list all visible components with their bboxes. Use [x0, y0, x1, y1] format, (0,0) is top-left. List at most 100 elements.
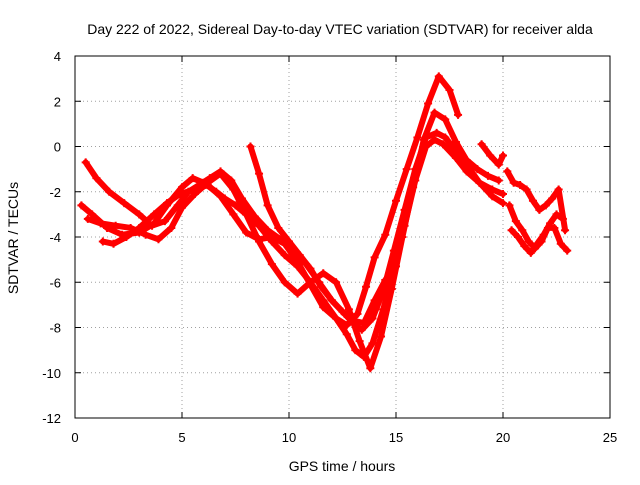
series-sat-track-6: [477, 140, 507, 169]
data-point-marker: [280, 278, 289, 287]
data-point-marker: [362, 282, 371, 291]
data-point-marker: [503, 167, 512, 176]
x-tick-label: 5: [178, 430, 185, 445]
data-point-marker: [398, 233, 407, 241]
data-point-marker: [306, 264, 315, 273]
data-point-marker: [148, 221, 157, 230]
data-point-marker: [381, 275, 390, 284]
data-point-marker: [141, 230, 150, 239]
y-tick-label: -4: [49, 230, 61, 245]
data-point-marker: [505, 201, 514, 210]
data-point-marker: [250, 212, 259, 221]
data-point-marker: [96, 219, 105, 228]
data-point-marker: [477, 140, 486, 149]
data-point-marker: [499, 199, 507, 208]
data-point-marker: [494, 176, 503, 185]
data-point-marker: [342, 330, 351, 339]
data-point-marker: [511, 217, 520, 226]
data-point-marker: [306, 280, 315, 289]
data-point-marker: [357, 325, 366, 334]
series-band: [84, 109, 502, 372]
data-point-marker: [135, 223, 144, 232]
series-band: [82, 129, 506, 333]
data-point-marker: [424, 99, 433, 108]
data-point-marker: [190, 185, 199, 194]
data-point-marker: [175, 190, 184, 199]
data-point-marker: [263, 201, 272, 210]
y-tick-label: -12: [42, 411, 61, 426]
data-point-marker: [83, 214, 92, 223]
data-point-marker: [499, 190, 507, 199]
data-point-marker: [349, 316, 358, 325]
series-sat-track-8: [503, 167, 570, 235]
data-point-marker: [454, 110, 463, 119]
y-axis-title: SDTVAR / TECUs: [5, 182, 21, 294]
data-point-marker: [488, 192, 497, 201]
data-point-marker: [533, 239, 542, 248]
data-point-marker: [242, 228, 251, 237]
y-tick-label: 2: [54, 94, 61, 109]
data-point-marker: [475, 178, 484, 187]
data-point-marker: [370, 296, 379, 305]
y-tick-label: -10: [42, 366, 61, 381]
data-point-marker: [267, 233, 276, 241]
data-point-marker: [462, 156, 471, 165]
data-point-marker: [188, 174, 197, 183]
data-point-marker: [509, 178, 518, 187]
series-band: [504, 168, 569, 234]
data-point-marker: [499, 151, 507, 160]
data-point-marker: [154, 235, 163, 244]
data-point-marker: [552, 210, 561, 219]
data-point-marker: [267, 260, 276, 269]
data-point-marker: [77, 201, 86, 210]
y-tick-label: -2: [49, 185, 61, 200]
data-point-marker: [344, 305, 353, 314]
y-tick-label: 0: [54, 140, 61, 155]
data-point-marker: [554, 185, 563, 194]
series-sat-track-9: [507, 210, 567, 257]
data-point-marker: [280, 251, 289, 260]
x-tick-label: 0: [71, 430, 78, 445]
data-point-marker: [203, 180, 212, 189]
data-point-marker: [377, 332, 386, 341]
data-point-marker: [413, 133, 422, 142]
data-point-marker: [486, 151, 495, 160]
series-sat-track-3: [83, 108, 503, 373]
data-point-marker: [556, 239, 565, 248]
x-axis-title: GPS time / hours: [289, 458, 396, 474]
y-tick-label: -8: [49, 321, 61, 336]
data-point-marker: [445, 85, 454, 94]
data-point-marker: [122, 233, 131, 241]
data-point-marker: [338, 307, 347, 316]
data-point-marker: [98, 237, 107, 246]
data-point-marker: [351, 346, 360, 355]
data-point-marker: [216, 169, 225, 178]
data-point-marker: [355, 337, 364, 346]
chart-title: Day 222 of 2022, Sidereal Day-to-day VTE…: [87, 21, 593, 37]
data-point-marker: [366, 364, 375, 373]
data-point-marker: [535, 205, 544, 214]
data-point-marker: [263, 226, 272, 235]
data-point-marker: [494, 160, 503, 169]
data-point-marker: [160, 217, 169, 226]
data-point-marker: [430, 108, 439, 117]
data-point-marker: [539, 230, 548, 239]
data-point-marker: [528, 196, 537, 205]
data-point-marker: [88, 210, 97, 219]
data-point-marker: [285, 237, 293, 246]
data-point-marker: [135, 210, 144, 219]
data-point-marker: [229, 185, 238, 194]
data-point-marker: [167, 223, 176, 232]
data-point-marker: [150, 210, 159, 219]
data-point-marker: [293, 257, 302, 266]
x-tick-label: 20: [496, 430, 510, 445]
data-point-marker: [353, 309, 362, 318]
data-point-marker: [342, 321, 351, 330]
data-point-marker: [526, 248, 535, 257]
data-point-marker: [319, 303, 328, 312]
data-point-marker: [473, 165, 482, 174]
data-point-marker: [392, 196, 400, 205]
data-point-marker: [561, 226, 570, 235]
data-point-marker: [518, 226, 527, 235]
